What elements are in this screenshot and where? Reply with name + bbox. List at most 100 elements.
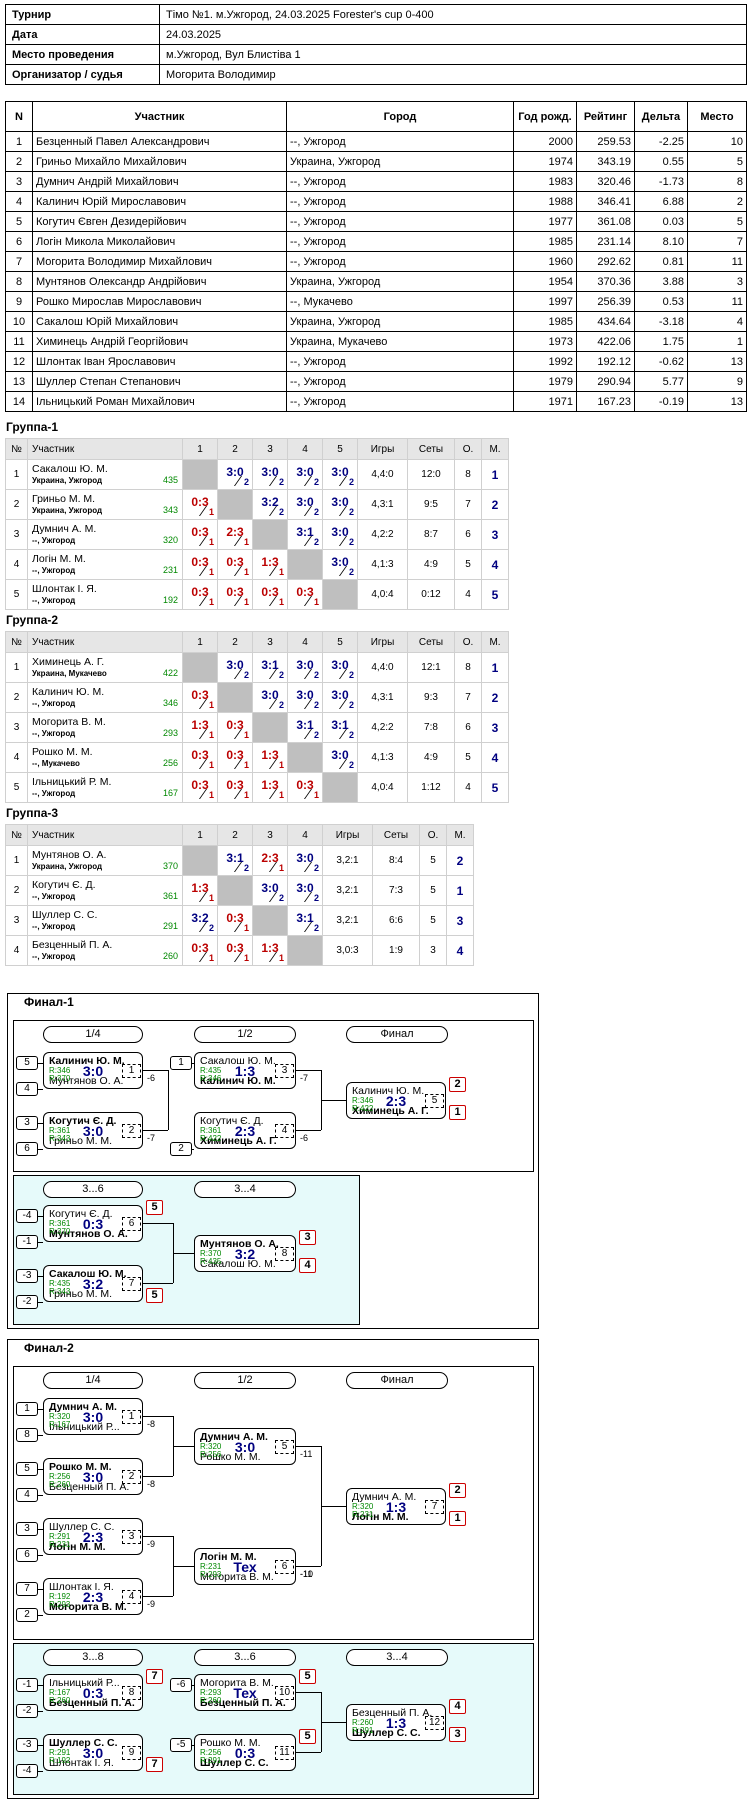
col-opponent: 5 <box>322 631 358 653</box>
seed-number: -2 <box>16 1295 38 1309</box>
player-cell: Безценный П. А. --, Ужгород 260 <box>27 935 183 966</box>
bracket-line <box>192 1149 194 1150</box>
col-opponent: 3 <box>252 438 288 460</box>
player-num: 4 <box>5 549 28 580</box>
match-score: 2:3 <box>82 1529 104 1545</box>
match-result: 1:3 1 <box>252 935 288 966</box>
round-label: 3...8 <box>43 1649 143 1666</box>
player-birth-year: 1988 <box>513 191 577 212</box>
result-score: 3:1 <box>296 717 314 732</box>
result-points: 2 <box>348 507 354 517</box>
match-number: 8 <box>122 1686 141 1700</box>
match-score: 3:0 <box>82 1469 104 1485</box>
bracket-line <box>38 1089 43 1090</box>
link-label: -7 <box>300 1073 309 1083</box>
player-games: 4,0:4 <box>357 579 408 610</box>
match-result: 0:3 1 <box>217 742 253 773</box>
match-player-a: Думнич А. М. <box>200 1431 268 1443</box>
match-player-a: Рошко М. М. <box>200 1737 261 1749</box>
match-result: 3:0 2 <box>322 682 358 713</box>
player-place: 9 <box>687 371 747 392</box>
result-points: 2 <box>348 700 354 710</box>
bracket-line <box>143 1070 168 1071</box>
player-num: 4 <box>5 191 33 212</box>
match-result: 3:0 2 <box>322 742 358 773</box>
player-name: Когутич Є. Д. <box>32 878 96 891</box>
link-label: -8 <box>147 1419 156 1429</box>
player-name: Сакалош Ю. М. <box>32 462 108 475</box>
player-sets: 7:8 <box>407 712 455 743</box>
result-points: 2 <box>208 923 214 933</box>
player-rating: 290.94 <box>576 371 635 392</box>
player-num: 4 <box>5 742 28 773</box>
seed-number: 2 <box>16 1608 38 1622</box>
seed-number: 1 <box>16 1402 38 1416</box>
rating-a: R:361 <box>49 1126 71 1135</box>
player-num: 13 <box>5 371 33 392</box>
player-points: 5 <box>419 845 447 876</box>
result-score: 3:1 <box>226 850 244 865</box>
bracket-line <box>38 1771 43 1772</box>
player-name: Шуллер Степан Степанович <box>32 371 287 392</box>
info-key: Место проведения <box>5 44 160 65</box>
player-place: 11 <box>687 291 747 312</box>
result-points: 2 <box>313 923 319 933</box>
match-result: 3:1 2 <box>287 519 323 550</box>
player-name: Гриньо М. М. <box>32 492 96 505</box>
result-score: 3:0 <box>331 464 349 479</box>
match-result: 3:2 2 <box>182 905 218 936</box>
match-box: Рошко М. М. Шуллер С. С. R:256 R:291 0:3 11 5 <box>194 1729 316 1771</box>
rating-b: R:260 <box>49 1480 71 1489</box>
player-city: Украина, Ужгород <box>32 505 103 515</box>
result-points: 1 <box>278 790 284 800</box>
round-label: Финал <box>346 1372 448 1389</box>
result-points: 2 <box>348 760 354 770</box>
group-row: 1 Сакалош Ю. М. Украина, Ужгород 435 3:0 2 3:0… <box>5 459 509 490</box>
result-score: 0:3 <box>226 940 244 955</box>
player-rating: 343 <box>162 505 178 515</box>
col-opponent: 1 <box>182 631 218 653</box>
player-place: 4 <box>687 311 747 332</box>
player-delta: 0.03 <box>634 211 688 232</box>
match-result: 0:3 1 <box>217 905 253 936</box>
col-participant: Участник <box>27 438 183 460</box>
player-rating: 422 <box>162 668 178 678</box>
player-rating: 346.41 <box>576 191 635 212</box>
match-result: 3:0 2 <box>287 682 323 713</box>
final-place-b: 1 <box>449 1511 466 1526</box>
result-points: 1 <box>208 893 214 903</box>
result-points: 2 <box>278 507 284 517</box>
match-result: 0:3 1 <box>217 549 253 580</box>
bracket-line <box>321 1722 346 1723</box>
match-result: 1:3 1 <box>182 875 218 906</box>
col-header: Рейтинг <box>576 101 635 132</box>
player-name: Калинич Юрій Мирославович <box>32 191 287 212</box>
player-cell: Гриньо М. М. Украина, Ужгород 343 <box>27 489 183 520</box>
rating-b: R:167 <box>49 1420 71 1429</box>
col-place: М. <box>481 438 509 460</box>
match-number: 5 <box>275 1440 294 1454</box>
player-num: 2 <box>5 489 28 520</box>
player-name: Безценный П. А. <box>32 938 113 951</box>
self-cell <box>182 652 218 683</box>
match-result: 3:0 2 <box>287 652 323 683</box>
result-points: 2 <box>313 537 319 547</box>
player-rating: 370.36 <box>576 271 635 292</box>
match-number: 2 <box>122 1470 141 1484</box>
result-points: 1 <box>208 597 214 607</box>
match-player-a: Сакалош Ю. М. <box>200 1055 276 1067</box>
player-place: 13 <box>687 351 747 372</box>
player-points: 6 <box>454 712 482 743</box>
player-rating: 192.12 <box>576 351 635 372</box>
seed-number: -4 <box>16 1764 38 1778</box>
match-box: Рошко М. М. Безценный П. А. R:256 R:260 3:0 2 <box>43 1458 143 1495</box>
bracket-line <box>38 1529 43 1530</box>
player-delta: 3.88 <box>634 271 688 292</box>
match-player-b: Шлонтак І. Я. <box>49 1757 114 1769</box>
player-city: Украина, Ужгород <box>32 861 103 871</box>
result-score: 0:3 <box>191 584 209 599</box>
match-number: 6 <box>122 1217 141 1231</box>
player-cell: Думнич А. М. --, Ужгород 320 <box>27 519 183 550</box>
seed-number: 4 <box>16 1082 38 1096</box>
match-number: 12 <box>425 1716 444 1730</box>
